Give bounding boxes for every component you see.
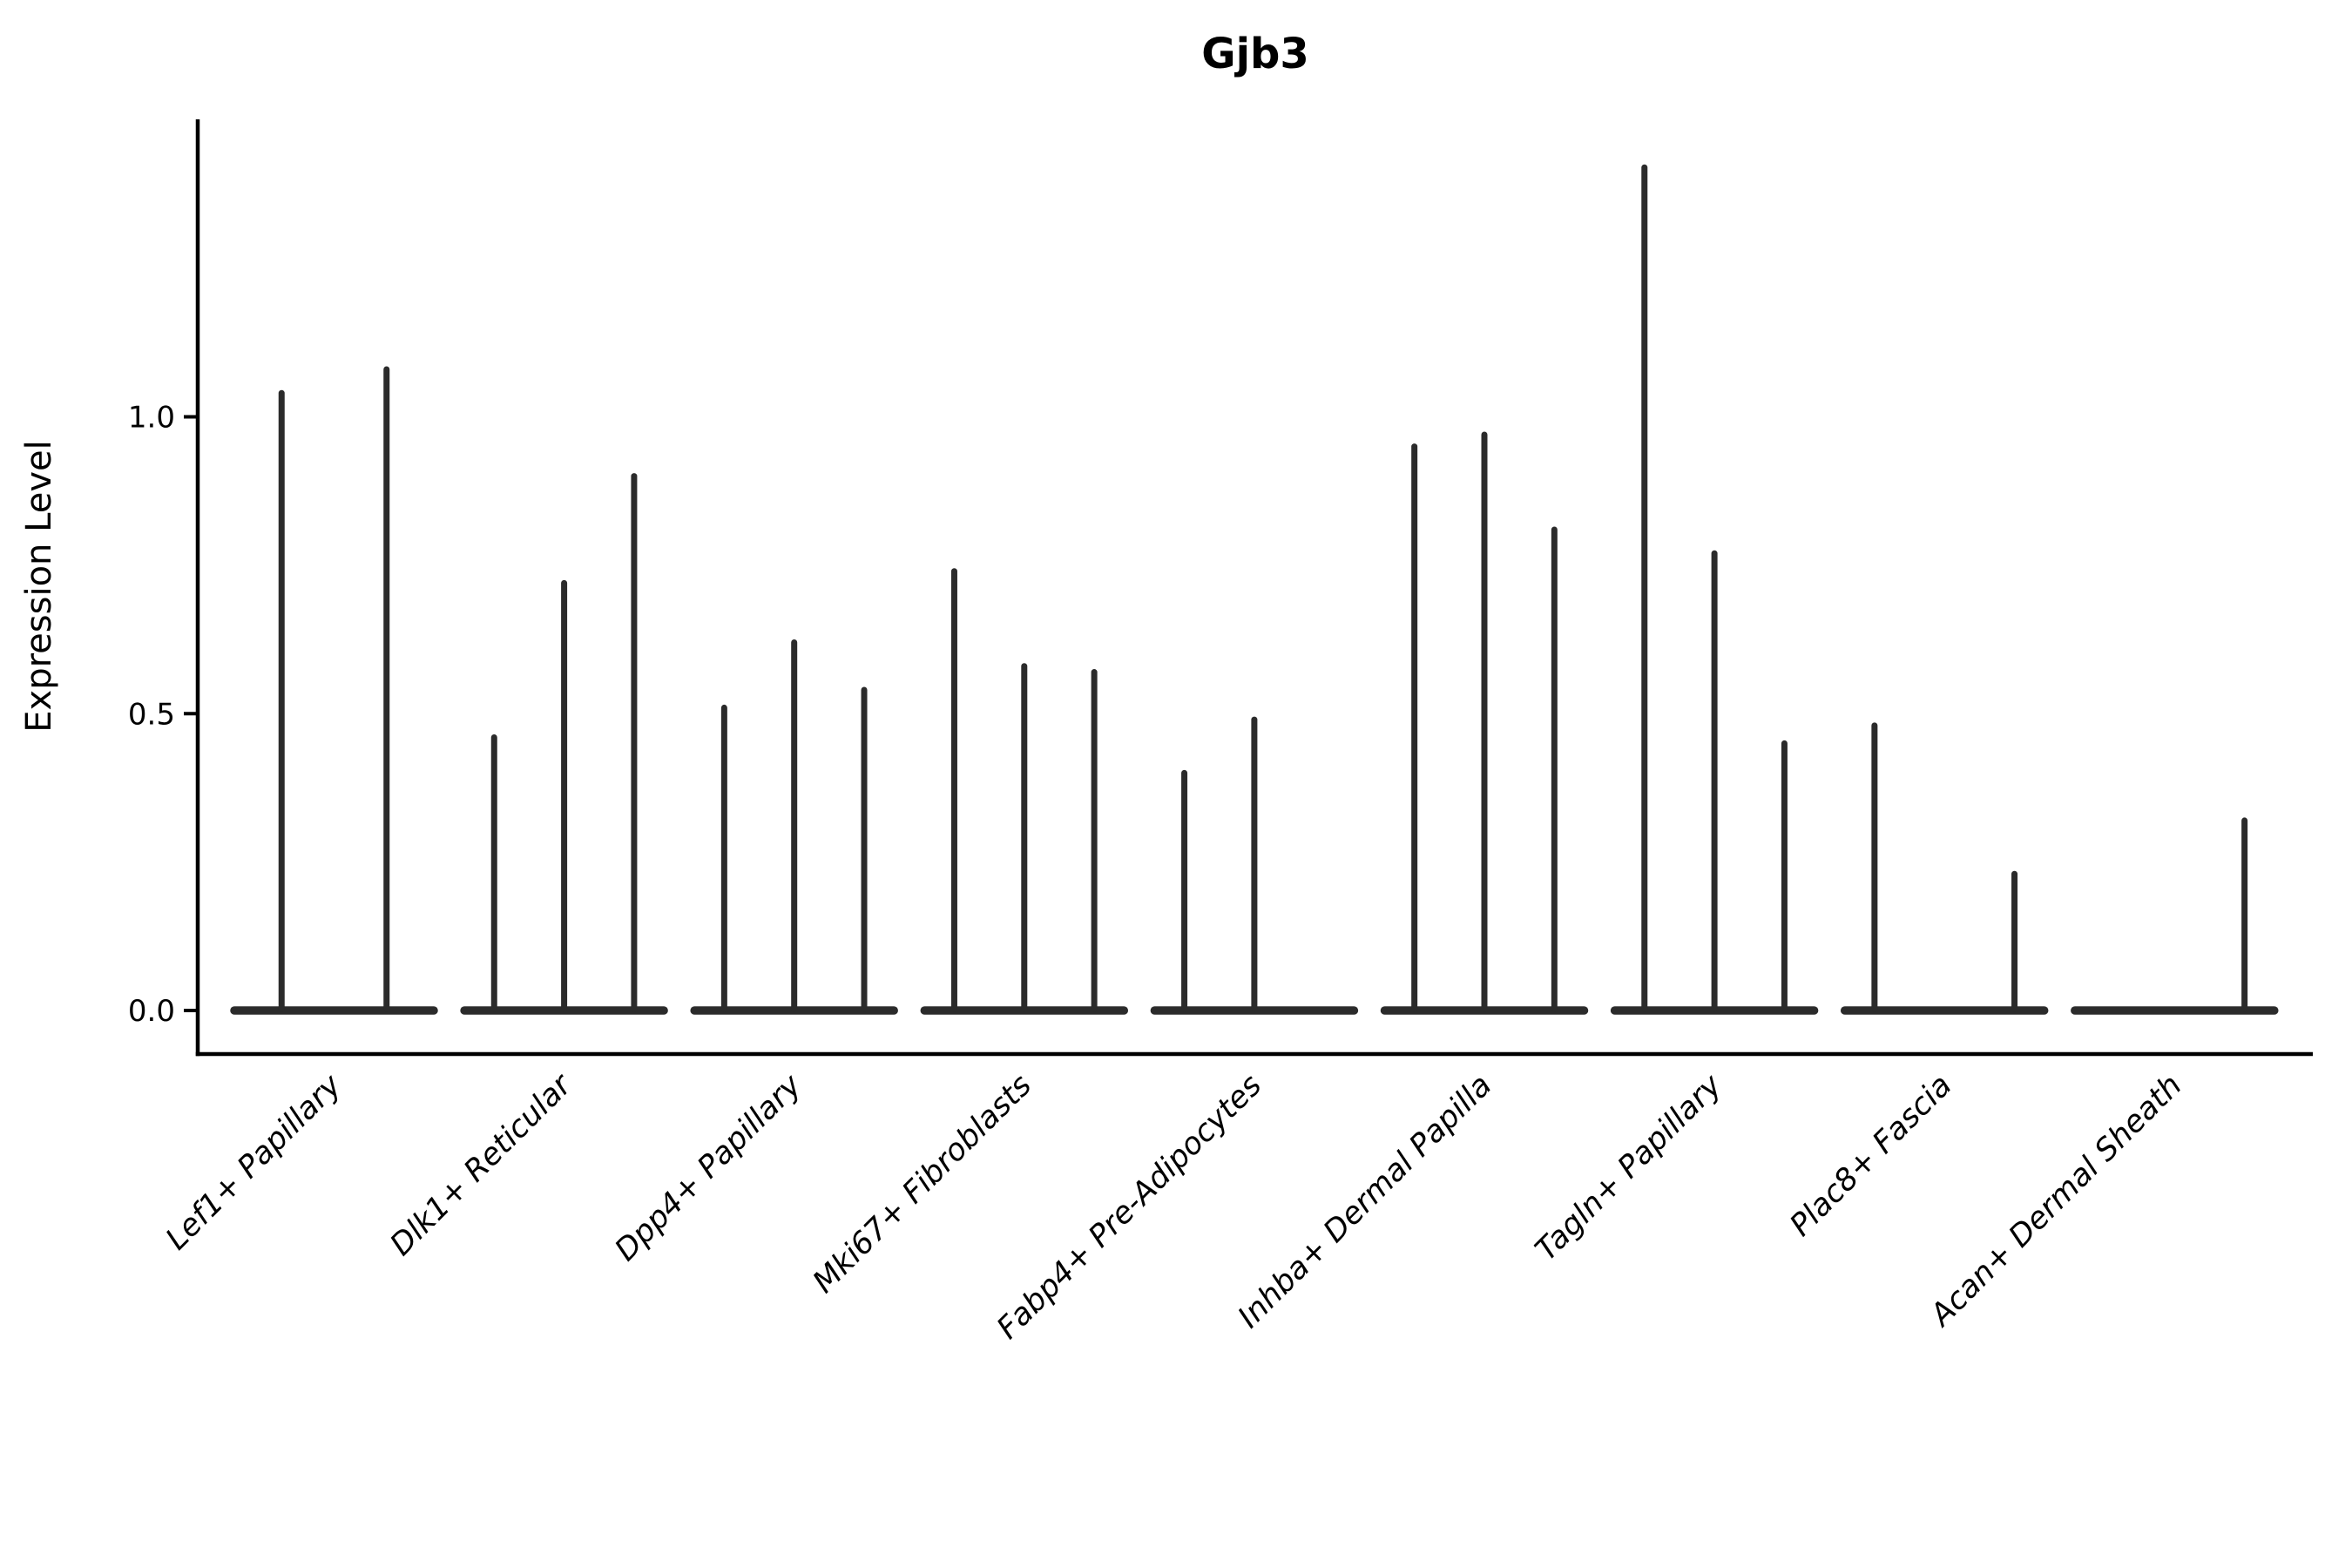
y-axis-ticks: 0.0 0.5 1.0: [128, 401, 198, 1029]
x-tick-label: Dpp4+ Papillary: [609, 1067, 809, 1267]
x-tick-label: Mki67+ Fibroblasts: [807, 1068, 1038, 1300]
x-tick-label: Tagln+ Papillary: [1529, 1067, 1729, 1267]
x-tick-label: Inhba+ Dermal Papilla: [1232, 1068, 1499, 1335]
violin-category: [920, 568, 1129, 1015]
x-tick-label: Acan+ Dermal Sheath: [1923, 1068, 2188, 1334]
violin-category: [230, 366, 438, 1015]
x-axis-labels: Lef1+ Papillary Dlk1+ Reticular Dpp4+ Papi…: [159, 1066, 2189, 1346]
violin-category: [2071, 817, 2279, 1015]
y-axis-label: Expression Level: [19, 440, 59, 732]
violin-category: [1840, 722, 2049, 1015]
chart-title: Gjb3: [1201, 30, 1309, 78]
axes-spines: [195, 119, 2313, 1057]
violin-category: [1150, 716, 1359, 1015]
x-tick-label: Plac8+ Fascia: [1783, 1068, 1958, 1243]
violins: [230, 164, 2279, 1015]
x-tick-label: Dlk1+ Reticular: [384, 1066, 580, 1262]
y-tick-label: 0.0: [128, 994, 175, 1029]
y-tick-label: 0.5: [128, 697, 175, 732]
x-tick-label: Fabp4+ Pre-Adipocytes: [990, 1068, 1268, 1346]
violin-category: [460, 473, 668, 1015]
violin-category: [1380, 431, 1589, 1015]
violin-category: [1610, 164, 1819, 1015]
violin-category: [690, 639, 898, 1015]
y-tick-label: 1.0: [128, 401, 175, 436]
x-tick-label: Lef1+ Papillary: [159, 1067, 349, 1257]
